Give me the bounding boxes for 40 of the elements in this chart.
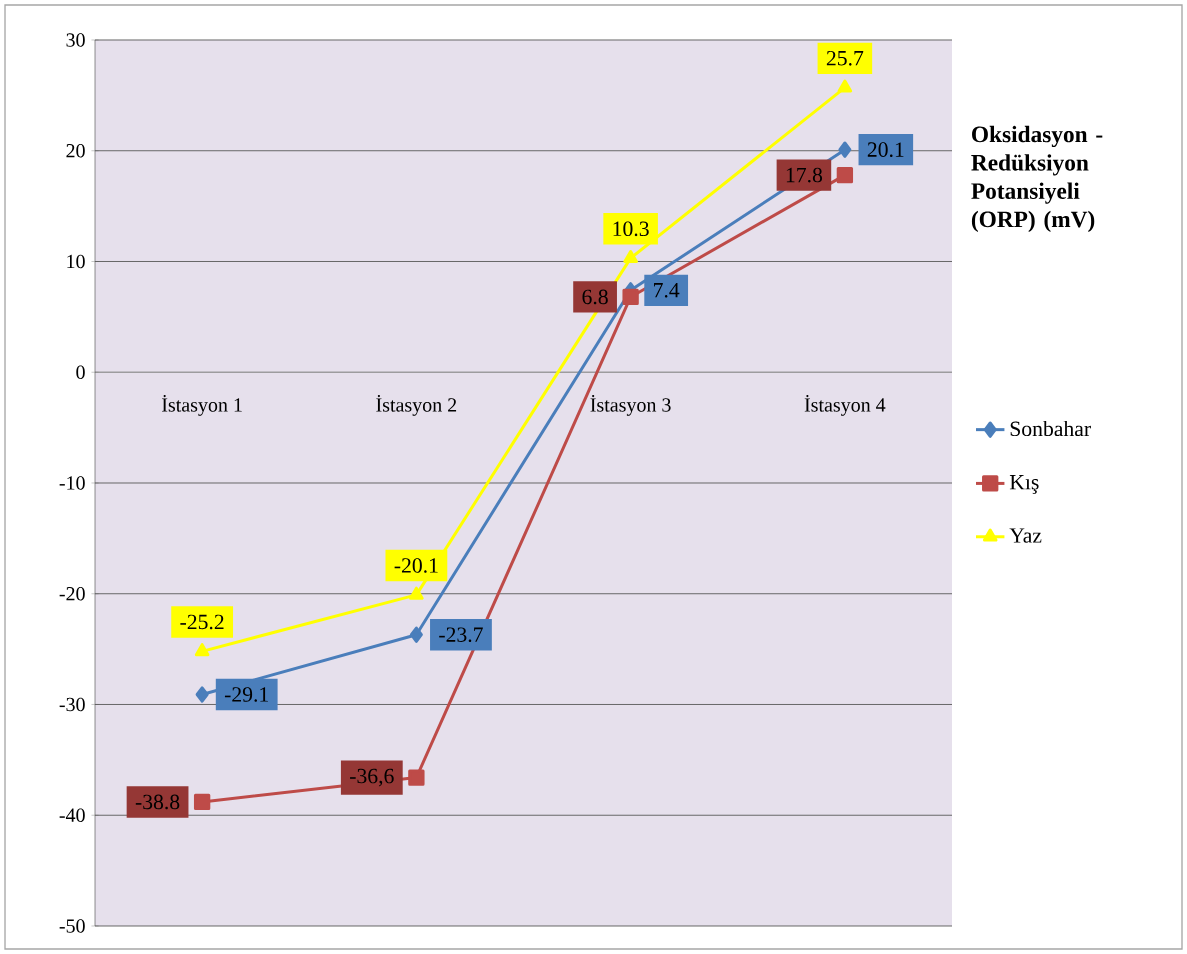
- point: [623, 250, 638, 264]
- data-label: -38.8: [135, 794, 180, 810]
- data-label: -20.1: [394, 558, 438, 573]
- data-label: -23.7: [439, 627, 483, 643]
- data-label: -29.1: [224, 687, 268, 702]
- x-tick-label: İstasyon 2: [376, 395, 457, 416]
- y-tick-label: 0: [76, 365, 85, 379]
- y-tick-label: -40: [59, 808, 85, 822]
- y-tick-label: 10: [67, 254, 85, 269]
- y-tick-label: -10: [59, 476, 85, 490]
- point: [838, 141, 852, 158]
- y-tick-label: -50: [59, 919, 85, 933]
- text: Oksidasyon -Redüksiyon Potansiyeli (ORP) (mV): [971, 125, 1103, 233]
- legend-label: Sonbahar: [1010, 420, 1091, 437]
- point: [409, 626, 423, 643]
- point: [622, 288, 639, 306]
- point: [409, 586, 424, 600]
- x-tick-label: İstasyon 4: [804, 395, 886, 416]
- data-label: 10.3: [613, 221, 649, 237]
- data-label: -25.2: [180, 614, 224, 630]
- point: [836, 166, 854, 184]
- point: [195, 686, 209, 703]
- data-label: 6.8: [582, 289, 608, 305]
- legend-label: Kış: [1009, 475, 1039, 494]
- y-tick-label: -30: [59, 697, 85, 712]
- point: [837, 79, 853, 93]
- point: [194, 643, 210, 657]
- data-label: 17.8: [786, 167, 823, 183]
- y-tick-label: 20: [66, 143, 85, 158]
- data-label: 25.7: [826, 50, 864, 66]
- data-label: 20.1: [867, 142, 904, 157]
- x-tick-label: İstasyon 1: [162, 395, 242, 416]
- data-label: -36,6: [350, 768, 394, 787]
- y-tick-label: -20: [59, 586, 85, 601]
- x-tick-label: İstasyon 3: [590, 395, 671, 416]
- legend-label: Yaz: [1009, 528, 1042, 543]
- point: [408, 769, 425, 786]
- point: [193, 793, 211, 811]
- y-tick-label: 30: [66, 33, 85, 47]
- data-label: 7.4: [654, 282, 680, 298]
